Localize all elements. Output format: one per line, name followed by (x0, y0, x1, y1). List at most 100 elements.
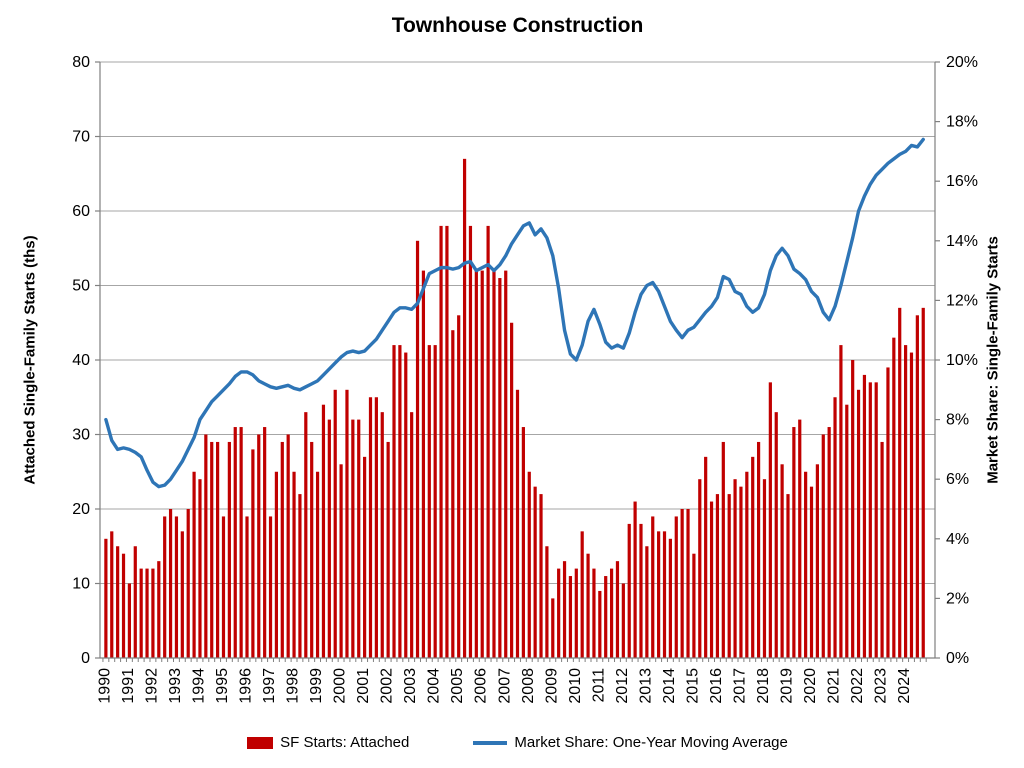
legend-item-bars: SF Starts: Attached (247, 734, 409, 751)
bar (504, 270, 508, 658)
bar (809, 486, 814, 658)
bar (398, 345, 402, 658)
bar (345, 389, 349, 658)
chart-title: Townhouse Construction (391, 14, 644, 37)
bar (657, 531, 661, 658)
bar (827, 427, 831, 658)
bar (145, 568, 149, 658)
bar (292, 471, 296, 658)
bar (921, 307, 925, 658)
left-tick-label: 80 (72, 54, 90, 71)
bar (321, 404, 326, 658)
bar (386, 441, 390, 658)
bar (427, 345, 431, 658)
left-tick-label: 10 (72, 576, 90, 593)
right-tick-label: 14% (946, 233, 978, 250)
bar (651, 516, 655, 658)
bar-series-swatch-icon (247, 736, 274, 749)
bar (327, 419, 331, 658)
bar (268, 516, 273, 658)
year-label: 2023 (873, 668, 890, 704)
bar (568, 576, 573, 658)
bar (339, 464, 343, 658)
year-label: 2006 (473, 668, 490, 704)
bar (909, 352, 914, 658)
bar (410, 412, 414, 658)
bar (798, 419, 802, 658)
year-label: 2013 (637, 668, 654, 704)
bar (239, 427, 243, 658)
bar (704, 456, 708, 658)
year-label: 2014 (661, 668, 678, 704)
bar (774, 412, 778, 658)
bar (580, 531, 584, 658)
right-tick-label: 8% (946, 412, 969, 429)
year-label: 2001 (355, 668, 372, 704)
bar (498, 278, 502, 658)
bar (151, 568, 155, 658)
bar (221, 516, 226, 658)
year-label: 1997 (261, 668, 278, 704)
year-label: 2002 (379, 668, 396, 704)
bar (351, 419, 355, 658)
market-share-line (104, 137, 925, 489)
bar (662, 531, 667, 658)
right-tick-label: 12% (946, 292, 978, 309)
year-label: 2017 (731, 668, 748, 704)
bar (586, 553, 590, 658)
right-tick-label: 16% (946, 173, 978, 190)
bar (874, 382, 878, 658)
bar (333, 389, 337, 658)
bar (315, 471, 320, 658)
bar (533, 486, 537, 658)
bar (692, 553, 696, 658)
bar (715, 494, 720, 658)
bar (633, 501, 637, 658)
bar (898, 307, 902, 658)
bar (727, 494, 731, 658)
bar (557, 568, 561, 658)
bar (245, 516, 249, 658)
bar (621, 583, 625, 658)
bar (903, 345, 908, 658)
bar (251, 449, 255, 658)
right-tick-label: 6% (946, 471, 969, 488)
year-label: 2018 (755, 668, 772, 704)
bar (116, 546, 120, 658)
year-label: 2004 (426, 668, 443, 704)
bar (421, 270, 426, 658)
right-tick-label: 2% (946, 590, 969, 607)
bar (851, 360, 855, 658)
bar (186, 509, 190, 658)
left-tick-label: 50 (72, 278, 90, 295)
bar (280, 441, 284, 658)
bar (745, 471, 749, 658)
year-label: 2011 (590, 668, 607, 703)
bar (257, 434, 261, 658)
bar (545, 546, 549, 658)
bar (868, 382, 872, 658)
bar (856, 389, 861, 658)
bar (639, 523, 643, 658)
left-tick-label: 30 (72, 427, 90, 444)
bar (604, 576, 608, 658)
year-label: 2016 (708, 668, 725, 704)
bar (392, 345, 396, 658)
bar (445, 225, 449, 658)
year-label: 1996 (238, 668, 255, 704)
bar (680, 509, 684, 658)
bar (539, 494, 543, 658)
right-tick-label: 4% (946, 531, 969, 548)
bar (592, 568, 596, 658)
bar (792, 427, 796, 658)
right-tick-label: 20% (946, 54, 978, 71)
bar (468, 225, 473, 658)
year-label: 1998 (285, 668, 302, 704)
bar (668, 538, 672, 658)
bar (686, 509, 690, 658)
bar (357, 419, 361, 658)
year-label: 2019 (779, 668, 796, 704)
left-tick-label: 0 (81, 650, 90, 667)
